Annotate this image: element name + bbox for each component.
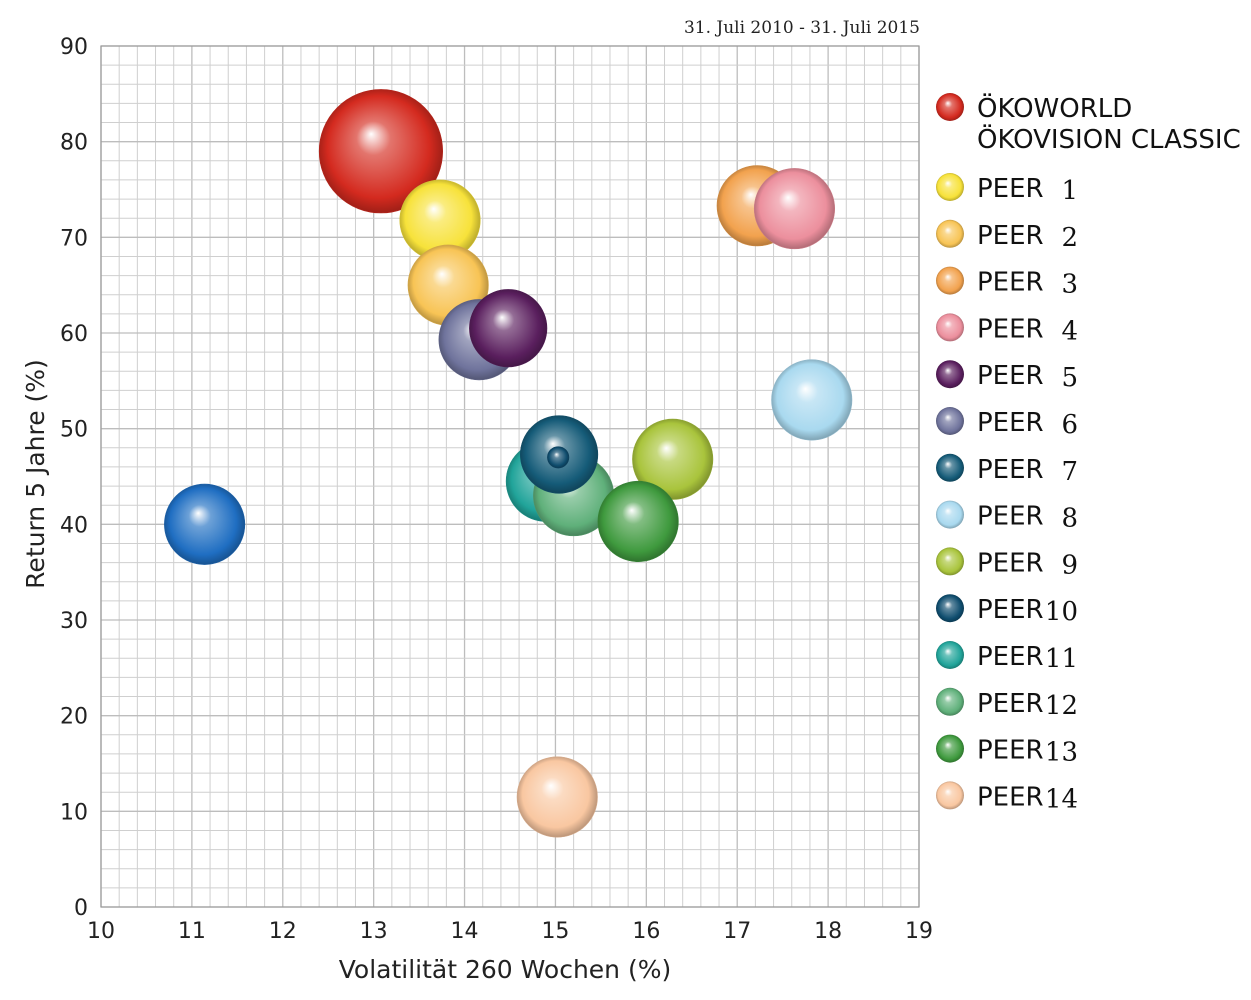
x-axis-label: Volatilität 260 Wochen (%) (339, 955, 671, 984)
y-axis-label: Return 5 Jahre (%) (21, 359, 50, 589)
y-tick-label: 10 (60, 800, 88, 825)
legend-number-peer-12: 12 (1045, 691, 1078, 721)
legend-number-peer-2: 2 (1061, 223, 1078, 253)
legend-swatch-peer-1 (936, 173, 964, 201)
legend-number-peer-14: 14 (1045, 784, 1078, 814)
legend-swatch-oekoworld (936, 93, 964, 121)
bubble-oekoworld (318, 89, 444, 214)
x-tick-label: 13 (360, 919, 388, 944)
legend-label-peer-4: PEER (977, 314, 1044, 344)
y-tick-label: 80 (60, 131, 88, 156)
legend-label-peer-2: PEER (977, 221, 1044, 251)
y-tick-label: 30 (60, 609, 88, 634)
y-tick-label: 70 (60, 226, 88, 251)
legend-number-peer-1: 1 (1061, 176, 1078, 206)
legend-number-peer-7: 7 (1061, 457, 1078, 487)
y-tick-label: 20 (60, 705, 88, 730)
plot-frame (100, 45, 920, 908)
bubble-peer-4 (753, 168, 836, 250)
legend-label-peer-10: PEER (977, 595, 1044, 625)
x-tick-label: 11 (178, 919, 206, 944)
legend-number-peer-5: 5 (1061, 363, 1078, 393)
legend-number-peer-9: 9 (1061, 550, 1078, 580)
legend-label-peer-8: PEER (977, 502, 1044, 532)
x-tick-label: 12 (269, 919, 297, 944)
legend-number-peer-4: 4 (1061, 316, 1078, 346)
legend-label-peer-7: PEER (977, 455, 1044, 485)
bubble-peer-14 (516, 756, 598, 838)
legend-label-oekoworld: ÖKOWORLD (977, 92, 1132, 124)
legend-swatch-peer-11 (936, 641, 964, 669)
y-tick-label: 50 (60, 418, 88, 443)
legend-swatch-peer-10 (936, 594, 964, 623)
legend-swatch-peer-4 (936, 313, 964, 342)
legend-swatch-peer-9 (936, 547, 964, 576)
x-tick-label: 10 (87, 919, 115, 944)
legend-label-peer-11: PEER (977, 642, 1044, 672)
x-tick-label: 18 (814, 919, 842, 944)
x-tick-label: 17 (723, 919, 751, 944)
x-tick-label: 16 (632, 919, 660, 944)
legend-label-peer-12: PEER (977, 689, 1044, 719)
legend-swatch-peer-3 (936, 266, 964, 295)
bubble-peer-8 (771, 359, 853, 441)
legend-number-peer-6: 6 (1061, 410, 1078, 440)
grid (100, 45, 920, 908)
legend-swatch-peer-12 (936, 687, 964, 716)
legend-number-peer-13: 13 (1045, 738, 1078, 768)
legend-label-peer-6: PEER (977, 408, 1044, 438)
bubble-peer-10 (547, 446, 570, 469)
legend-label-peer-14: PEER (977, 782, 1044, 812)
legend-swatch-peer-7 (936, 453, 964, 482)
legend-label-peer-13: PEER (977, 736, 1044, 766)
bubbles (164, 89, 853, 838)
y-tick-label: 0 (74, 896, 88, 921)
legend-swatch-peer-6 (936, 407, 964, 435)
legend-swatch-peer-13 (936, 734, 964, 763)
legend-label-peer-9: PEER (977, 548, 1044, 578)
y-tick-label: 60 (60, 322, 88, 347)
y-tick-label: 90 (60, 35, 88, 60)
bubble-peer-13 (597, 480, 679, 562)
x-tick-label: 14 (451, 919, 479, 944)
legend-label-peer-3: PEER (977, 268, 1044, 298)
legend-swatch-peer-5 (936, 360, 964, 389)
legend-label-oekoworld: ÖKOVISION CLASSIC (977, 123, 1241, 155)
legend-number-peer-10: 10 (1045, 597, 1078, 627)
legend-number-peer-8: 8 (1061, 504, 1078, 534)
x-tick-label: 19 (905, 919, 933, 944)
legend-number-peer-3: 3 (1061, 270, 1078, 300)
legend-label-peer-5: PEER (977, 361, 1044, 391)
legend-swatch-peer-2 (936, 219, 964, 248)
legend-number-peer-11: 11 (1045, 644, 1078, 674)
legend-swatch-peer-8 (936, 500, 964, 529)
bubble-benchmark (164, 483, 246, 565)
y-tick-label: 40 (60, 513, 88, 538)
bubble-peer-9 (632, 418, 714, 500)
legend-label-peer-1: PEER (977, 174, 1044, 204)
legend-swatch-peer-14 (936, 781, 964, 810)
period-label: 31. Juli 2010 - 31. Juli 2015 (684, 18, 920, 38)
bubble-peer-5 (469, 289, 548, 368)
x-tick-label: 15 (541, 919, 569, 944)
